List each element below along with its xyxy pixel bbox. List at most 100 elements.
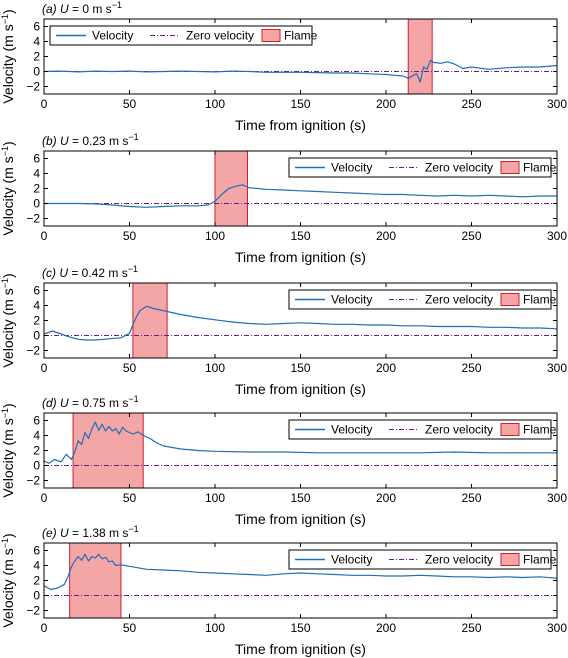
x-tick-label: 100 <box>205 491 225 505</box>
y-tick-label: 6 <box>33 414 40 428</box>
panel-letter: (d) <box>42 396 60 410</box>
y-tick-label: −2 <box>26 80 40 94</box>
panel-d-legend: Velocity Zero velocity Flame <box>288 419 557 440</box>
legend-zero-label: Zero velocity <box>186 29 254 43</box>
y-tick-label: 4 <box>33 167 40 181</box>
x-tick-label: 50 <box>123 229 137 243</box>
panel-unit-exponent: −1 <box>128 524 138 534</box>
y-tick-label: 4 <box>33 559 40 573</box>
legend-box <box>49 25 313 46</box>
legend-zero-label: Zero velocity <box>425 423 493 437</box>
y-tick-label: 6 <box>33 544 40 558</box>
panel-velocity-value: = 0.42 m s <box>68 266 128 280</box>
panel-b-title: (b) U = 0.23 m s−1 <box>42 132 139 148</box>
x-tick-label: 250 <box>461 97 481 111</box>
panel-velocity-label: U <box>60 2 69 16</box>
panel-velocity-value: = 0.23 m s <box>69 134 129 148</box>
y-axis-label-exponent: −1 <box>0 538 10 548</box>
y-tick-label: 6 <box>33 284 40 298</box>
legend-flame-swatch <box>500 423 520 436</box>
x-tick-label: 0 <box>41 491 48 505</box>
x-tick-label: 300 <box>547 97 567 111</box>
y-tick-label: 4 <box>33 299 40 313</box>
y-tick-label: −2 <box>26 212 40 226</box>
x-tick-label: 0 <box>41 97 48 111</box>
panel-velocity-label: U <box>60 396 69 410</box>
panel-d-y-axis-label: Velocity (m s−1) <box>0 403 16 497</box>
y-tick-label: 0 <box>33 589 40 603</box>
legend-velocity-label: Velocity <box>92 29 133 43</box>
panel-unit-exponent: −1 <box>128 132 138 142</box>
legend-velocity-label: Velocity <box>331 423 372 437</box>
x-tick-label: 100 <box>205 621 225 635</box>
panel-e-legend: Velocity Zero velocity Flame <box>288 549 557 570</box>
legend-velocity-label: Velocity <box>331 293 372 307</box>
y-tick-label: −2 <box>26 604 40 618</box>
y-axis-label-text: Velocity (m s <box>0 288 16 367</box>
x-tick-label: 100 <box>205 229 225 243</box>
y-tick-label: 2 <box>33 314 40 328</box>
panel-c-x-axis-label: Time from ignition (s) <box>235 381 366 397</box>
panel-b-x-axis-label: Time from ignition (s) <box>235 249 366 265</box>
x-tick-label: 200 <box>376 361 396 375</box>
panel-a-x-axis-label: Time from ignition (s) <box>235 117 366 133</box>
legend-box <box>288 549 552 570</box>
panel-e-title: (e) U = 1.38 m s−1 <box>42 524 139 540</box>
panel-unit-exponent: −1 <box>128 264 138 274</box>
panel-letter: (b) <box>42 134 60 148</box>
panel-d-x-axis-label: Time from ignition (s) <box>235 511 366 527</box>
panel-b-y-axis-label: Velocity (m s−1) <box>0 141 16 235</box>
x-tick-label: 150 <box>290 621 310 635</box>
legend-flame-label: Flame <box>523 161 557 175</box>
panel-b-velocity-line <box>44 184 557 208</box>
panel-c-legend: Velocity Zero velocity Flame <box>288 289 557 310</box>
legend-zero-label: Zero velocity <box>425 293 493 307</box>
y-axis-label-close: ) <box>0 141 16 146</box>
legend-box <box>288 157 552 178</box>
x-tick-label: 250 <box>461 361 481 375</box>
panel-letter: (e) <box>42 526 60 540</box>
x-tick-label: 200 <box>376 229 396 243</box>
y-axis-label-close: ) <box>0 9 16 14</box>
panel-b-flame-band <box>214 150 248 227</box>
x-tick-label: 0 <box>41 621 48 635</box>
panel-a-legend: Velocity Zero velocity Flame <box>49 25 318 46</box>
panel-d: (d) U = 0.75 m s−10 50 100 150 200 250 300−202… <box>0 394 567 527</box>
x-tick-label: 50 <box>123 361 137 375</box>
legend-zero-label: Zero velocity <box>425 161 493 175</box>
y-tick-label: 0 <box>33 329 40 343</box>
x-tick-label: 150 <box>290 491 310 505</box>
x-tick-label: 0 <box>41 229 48 243</box>
y-tick-label: 6 <box>33 20 40 34</box>
y-axis-label-close: ) <box>0 273 16 278</box>
x-tick-label: 200 <box>376 621 396 635</box>
y-tick-label: 0 <box>33 197 40 211</box>
y-axis-label-close: ) <box>0 403 16 408</box>
y-tick-label: 6 <box>33 152 40 166</box>
panel-unit-exponent: −1 <box>128 394 138 404</box>
panel-c-y-axis-label: Velocity (m s−1) <box>0 273 16 367</box>
x-tick-label: 200 <box>376 97 396 111</box>
panel-letter: (c) <box>42 266 59 280</box>
y-axis-label-exponent: −1 <box>0 146 10 156</box>
legend-flame-swatch <box>261 29 281 42</box>
x-tick-label: 100 <box>205 361 225 375</box>
panel-d-velocity-line <box>43 421 557 464</box>
panel-velocity-label: U <box>59 266 68 280</box>
y-tick-label: −2 <box>26 474 40 488</box>
legend-flame-swatch <box>500 161 520 174</box>
panel-d-title: (d) U = 0.75 m s−1 <box>42 394 139 410</box>
panel-e-y-axis-label: Velocity (m s−1) <box>0 533 16 627</box>
legend-velocity-label: Velocity <box>331 553 372 567</box>
x-tick-label: 250 <box>461 491 481 505</box>
panel-c: (c) U = 0.42 m s−10 50 100 150 200 250 300−202… <box>0 264 567 397</box>
x-tick-label: 300 <box>547 491 567 505</box>
y-axis-label-text: Velocity (m s <box>0 156 16 235</box>
panel-c-velocity-line <box>43 305 558 341</box>
x-tick-label: 150 <box>290 361 310 375</box>
panel-unit-exponent: −1 <box>112 0 122 10</box>
legend-zero-label: Zero velocity <box>425 553 493 567</box>
panel-b: (b) U = 0.23 m s−10 50 100 150 200 250 300−202… <box>0 132 567 265</box>
legend-velocity-label: Velocity <box>331 161 372 175</box>
